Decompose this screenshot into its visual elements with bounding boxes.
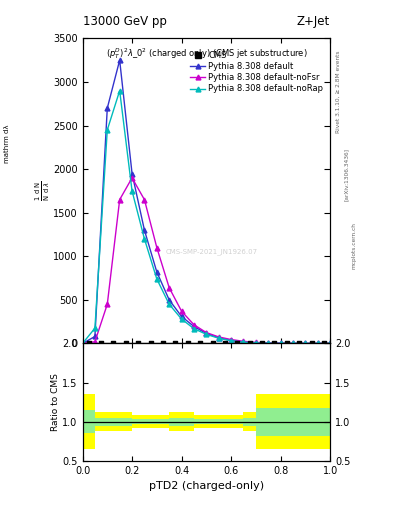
Text: $(p_T^D)^2\lambda\_0^2$ (charged only) (CMS jet substructure): $(p_T^D)^2\lambda\_0^2$ (charged only) (… <box>105 46 307 61</box>
Point <box>296 339 302 348</box>
X-axis label: pTD2 (charged-only): pTD2 (charged-only) <box>149 481 264 491</box>
Point <box>172 339 178 348</box>
Text: 13000 GeV pp: 13000 GeV pp <box>83 15 166 28</box>
Point <box>135 339 141 348</box>
Y-axis label: $\frac{1}{\mathrm{N}}\,\frac{\mathrm{d}\,\mathrm{N}}{\mathrm{d}\,\lambda}$: $\frac{1}{\mathrm{N}}\,\frac{\mathrm{d}\… <box>33 181 51 201</box>
Point <box>271 339 277 348</box>
Point <box>259 339 265 348</box>
Point <box>246 339 253 348</box>
Point <box>147 339 154 348</box>
Point <box>185 339 191 348</box>
Y-axis label: Ratio to CMS: Ratio to CMS <box>51 373 59 431</box>
Point <box>222 339 228 348</box>
Legend: CMS, Pythia 8.308 default, Pythia 8.308 default-noFsr, Pythia 8.308 default-noRa: CMS, Pythia 8.308 default, Pythia 8.308 … <box>187 49 326 96</box>
Point <box>234 339 241 348</box>
Point <box>86 339 92 348</box>
Point <box>160 339 166 348</box>
Point <box>321 339 327 348</box>
Text: mathrm dλ: mathrm dλ <box>4 124 10 163</box>
Text: Rivet 3.1.10, ≥ 2.8M events: Rivet 3.1.10, ≥ 2.8M events <box>336 51 341 134</box>
Text: mcplots.cern.ch: mcplots.cern.ch <box>352 222 357 269</box>
Point <box>123 339 129 348</box>
Point <box>98 339 104 348</box>
Point <box>309 339 315 348</box>
Text: [arXiv:1306.3436]: [arXiv:1306.3436] <box>344 147 349 201</box>
Point <box>197 339 203 348</box>
Text: CMS-SMP-2021_JN1926.07: CMS-SMP-2021_JN1926.07 <box>165 248 257 255</box>
Point <box>209 339 216 348</box>
Point <box>284 339 290 348</box>
Text: Z+Jet: Z+Jet <box>297 15 330 28</box>
Point <box>110 339 117 348</box>
